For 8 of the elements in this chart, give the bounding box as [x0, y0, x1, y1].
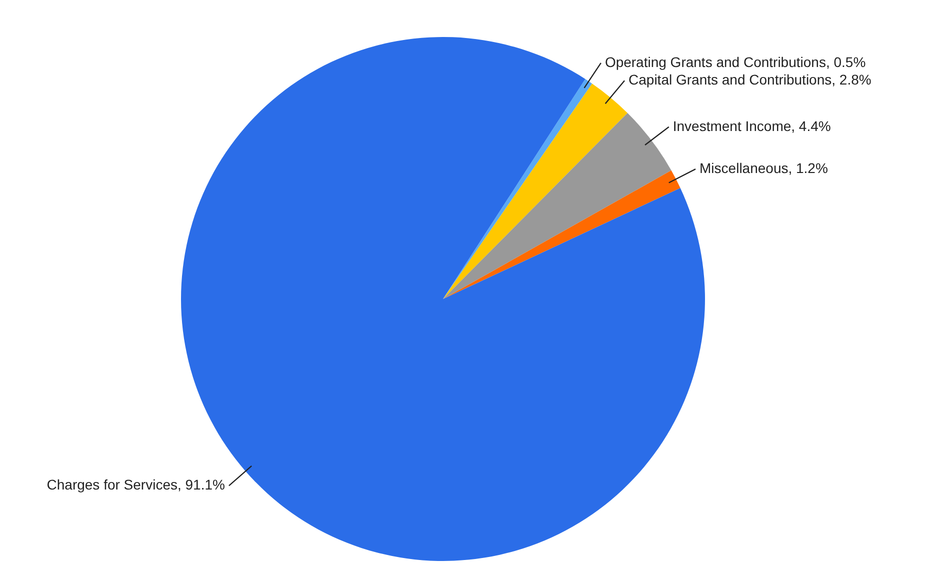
slice-label: Miscellaneous, 1.2% [700, 160, 828, 176]
slice-label: Operating Grants and Contributions, 0.5% [604, 54, 866, 70]
slice-label: Charges for Services, 91.1% [46, 476, 225, 493]
slice-label: Investment Income, 4.4% [672, 118, 831, 134]
slice-label: Capital Grants and Contributions, 2.8% [628, 72, 872, 88]
pie-slice [443, 170, 680, 299]
pie-slice [443, 112, 672, 299]
pie-slice [443, 84, 628, 299]
